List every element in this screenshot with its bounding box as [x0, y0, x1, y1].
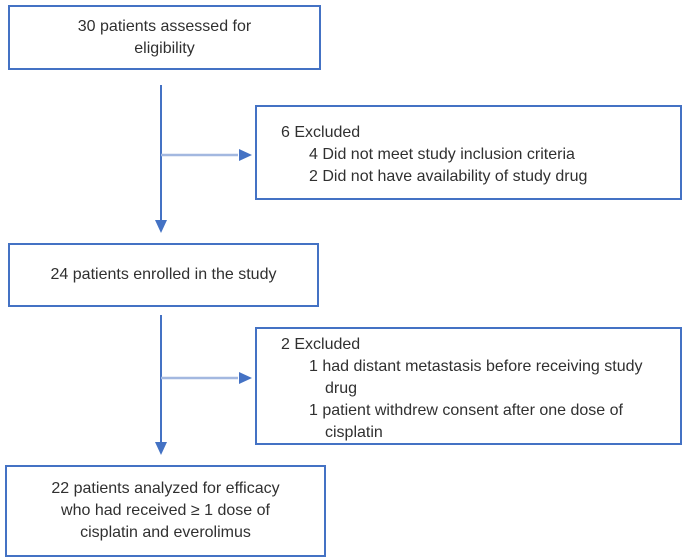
exclusion-1-item-1: 4 Did not meet study inclusion criteria [309, 146, 575, 163]
arrow-assessed-to-enrolled [155, 85, 167, 233]
exclusion-1-header: 6 Excluded [281, 124, 361, 141]
enrolled-line-1: 24 patients enrolled in the study [50, 266, 277, 283]
assessed-line-2: eligibility [134, 39, 195, 57]
exclusion-1-item-2: 2 Did not have availability of study dru… [309, 168, 588, 185]
box-exclusion-1: 6 Excluded 4 Did not meet study inclusio… [255, 105, 682, 200]
exclusion-2-item-2: 1 patient withdrew consent after one dos… [309, 402, 623, 441]
box-enrolled: 24 patients enrolled in the study [8, 243, 319, 307]
exclusion-2-item-1: 1 had distant metastasis before receivin… [309, 358, 643, 397]
arrow-branch-exclusion-1 [161, 149, 252, 161]
exclusion-2-header: 2 Excluded [281, 336, 361, 353]
box-analyzed-for-efficacy: 22 patients analyzed for efficacy who ha… [5, 465, 326, 557]
analyzed-line-1: 22 patients analyzed for efficacy [51, 480, 280, 497]
analyzed-line-2: who had received ≥ 1 dose of [61, 502, 270, 519]
arrow-enrolled-to-analyzed [155, 315, 167, 455]
analyzed-line-3: cisplatin and everolimus [80, 524, 251, 541]
arrow-branch-exclusion-2 [161, 372, 252, 384]
box-assessed-for-eligibility: 30 patients assessed for eligibility [8, 5, 321, 70]
assessed-line-1: 30 patients assessed for [77, 17, 252, 35]
box-exclusion-2: 2 Excluded 1 had distant metastasis befo… [255, 327, 682, 445]
